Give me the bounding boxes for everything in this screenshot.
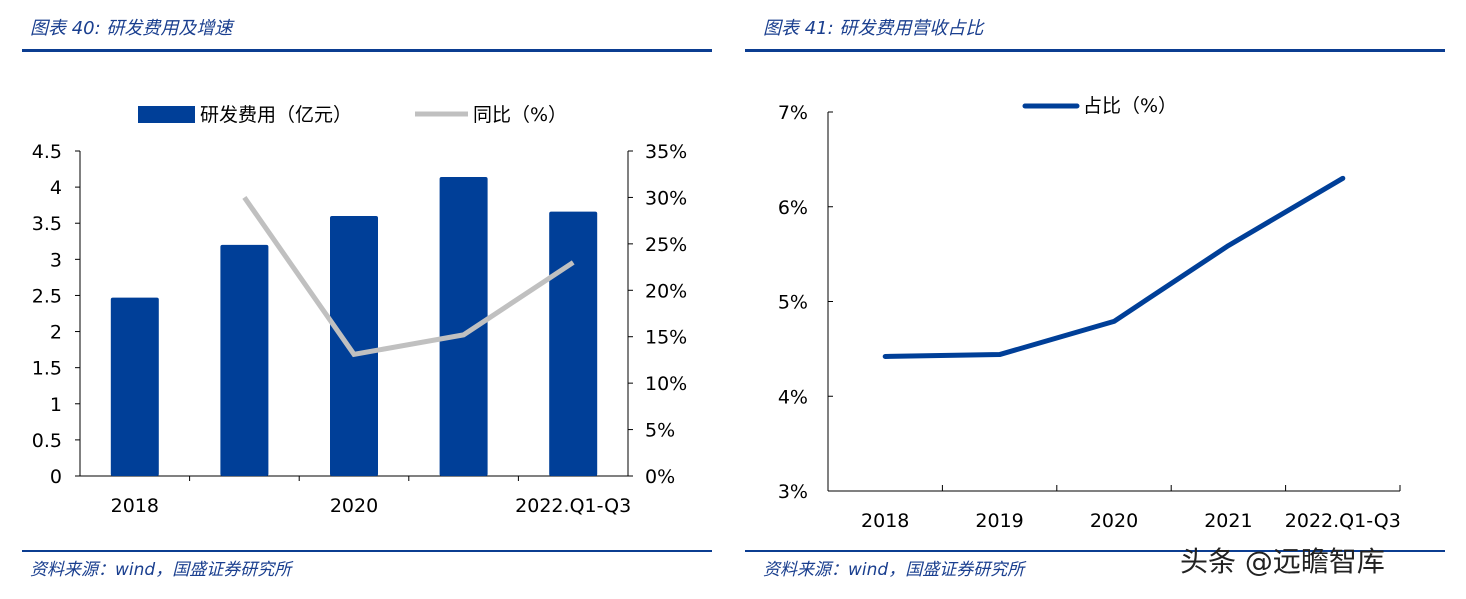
legend-bar-label: 研发费用（亿元）: [200, 104, 352, 126]
y-tick-label: 1.5: [32, 358, 62, 380]
y2-tick-label: 30%: [645, 187, 687, 209]
y-tick-label: 4.5: [32, 141, 62, 163]
x-tick-label: 2022.Q1-Q3: [515, 495, 631, 517]
y-tick-label: 7%: [778, 102, 808, 124]
y-tick-label: 0: [50, 466, 62, 488]
x-tick-label: 2018: [861, 510, 909, 532]
source-rule-right: [745, 550, 1445, 552]
y-tick-label: 3: [50, 249, 62, 271]
bar-2020: [330, 216, 378, 476]
source-left: 资料来源：wind，国盛证券研究所: [30, 560, 292, 580]
watermark: 头条 @远瞻智库: [1180, 545, 1385, 578]
chart-title-left: 图表 40: 研发费用及增速: [30, 18, 233, 39]
legend-line-label: 同比（%）: [473, 104, 567, 126]
x-tick-label: 2021: [1204, 510, 1252, 532]
y-tick-label: 2: [50, 322, 62, 344]
source-rule-left: [22, 550, 712, 552]
y-tick-label: 2.5: [32, 285, 62, 307]
title-rule-right: [745, 49, 1445, 52]
y-tick-label: 3.5: [32, 213, 62, 235]
y2-tick-label: 10%: [645, 373, 687, 395]
title-rule-left: [22, 49, 712, 52]
bar-2022.Q1-Q3: [549, 211, 598, 476]
source-right: 资料来源：wind，国盛证券研究所: [763, 560, 1025, 580]
x-tick-label: 2018: [111, 495, 159, 517]
y2-tick-label: 15%: [645, 327, 687, 349]
bar-2019: [220, 244, 269, 476]
legend-label: 占比（%）: [1083, 95, 1177, 117]
bar-2021: [439, 177, 488, 476]
y-tick-label: 1: [50, 394, 62, 416]
ratio-line: [882, 175, 1346, 359]
x-tick-label: 2022.Q1-Q3: [1285, 510, 1401, 532]
y-tick-label: 6%: [778, 197, 808, 219]
y2-tick-label: 0%: [645, 466, 675, 488]
bar-2018: [110, 297, 159, 476]
y2-tick-label: 35%: [645, 141, 687, 163]
y-tick-label: 4: [50, 177, 62, 199]
growth-line: [242, 195, 575, 358]
x-tick-label: 2020: [1090, 510, 1138, 532]
y2-tick-label: 25%: [645, 234, 687, 256]
x-tick-label: 2020: [330, 495, 378, 517]
legend-bar-swatch: [138, 106, 195, 123]
y-tick-label: 0.5: [32, 430, 62, 452]
chart-title-right: 图表 41: 研发费用营收占比: [763, 18, 984, 39]
y-tick-label: 4%: [778, 386, 808, 408]
y-tick-label: 3%: [778, 481, 808, 503]
x-tick-label: 2019: [975, 510, 1023, 532]
y2-tick-label: 5%: [645, 420, 675, 442]
y-tick-label: 5%: [778, 292, 808, 314]
y2-tick-label: 20%: [645, 280, 687, 302]
